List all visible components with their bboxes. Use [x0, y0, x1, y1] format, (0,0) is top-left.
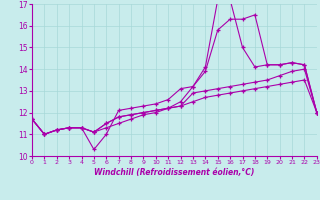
X-axis label: Windchill (Refroidissement éolien,°C): Windchill (Refroidissement éolien,°C)	[94, 168, 255, 177]
